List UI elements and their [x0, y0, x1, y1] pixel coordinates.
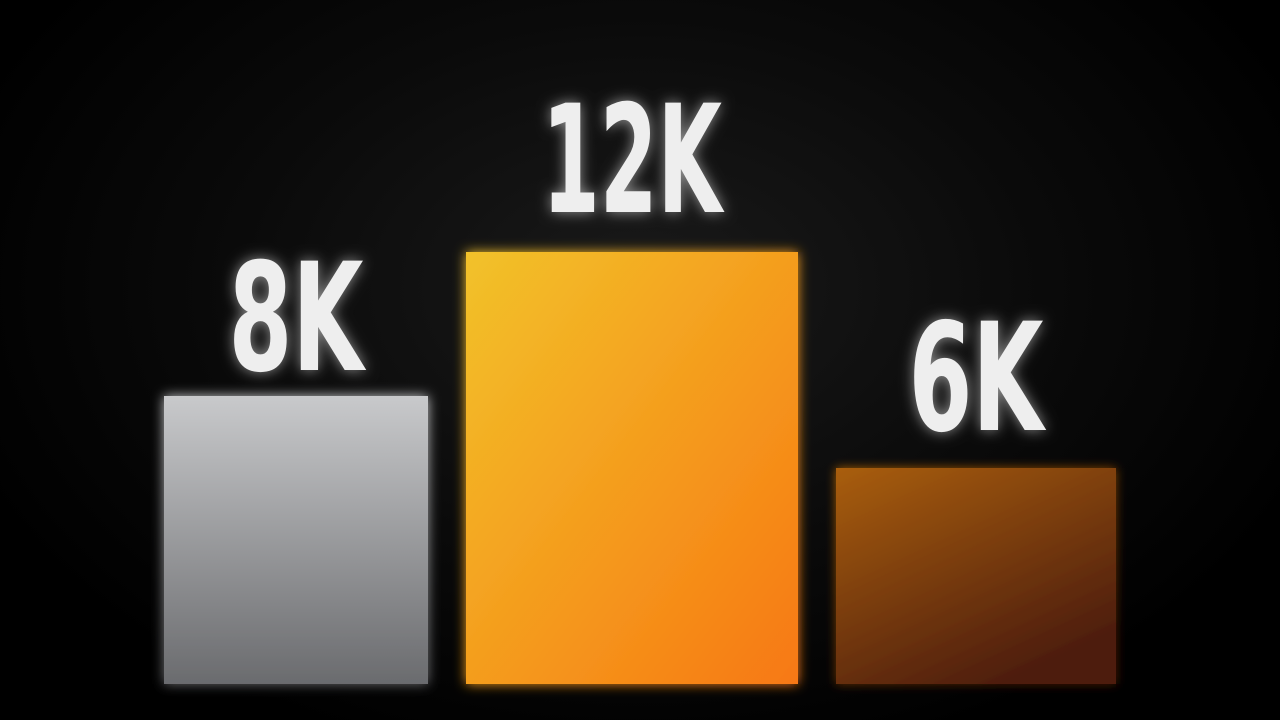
data-label-3: 6K — [909, 292, 1047, 466]
bar-3 — [836, 468, 1116, 684]
data-label-2: 12K — [542, 74, 725, 248]
bars-group — [164, 252, 1116, 684]
bar-1 — [164, 396, 428, 684]
data-labels-group: 8K 12K 6K — [229, 74, 1047, 466]
bar-2 — [466, 252, 798, 684]
data-label-1: 8K — [229, 232, 367, 406]
